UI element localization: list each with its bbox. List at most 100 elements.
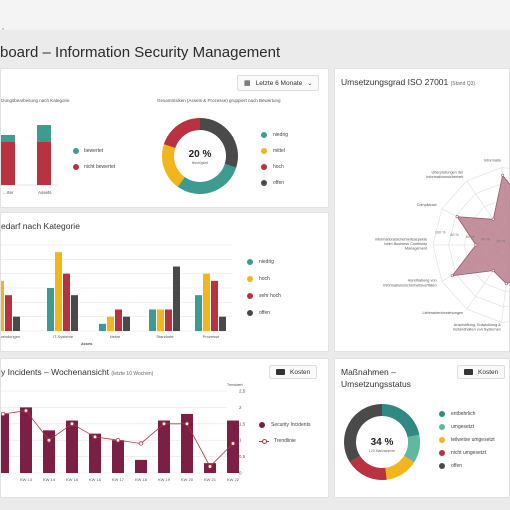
radar-point [450,274,454,278]
incident-bar [135,459,147,473]
legend-swatch [73,148,79,154]
incident-bar [20,407,32,473]
donut-center-value: 34 % [371,437,394,448]
x-tick: KW 14 [43,477,56,482]
legend-swatch [261,132,267,138]
legend-swatch [247,258,253,265]
radar-point [455,215,459,219]
legend-swatch [261,164,267,170]
radar-axis-label: Informationssicherheit [426,175,464,179]
bar [173,266,180,331]
incidents-chart: 2,5 2 1,5 1 0,5 0 KW 13 KW 14 KW 15 KW 16 KW 17 KW… [1,383,246,482]
bar [157,309,164,331]
costs-label: Kosten [290,368,311,376]
card-title-note: (letzte 10 Wochen) [111,371,154,377]
x-tick: KW 20 [181,477,194,482]
bar-unrated-2 [37,142,51,185]
legend-label: umgesetzt [451,423,475,430]
x-tick: Netze [110,334,121,339]
legend-label: Security Incidents [271,422,311,428]
legend: entbehrlich umgesetzt teilweise umgesetz… [439,407,495,472]
incident-bar [112,440,124,473]
trend-point [46,438,52,443]
x-tick: KW 17 [112,477,125,482]
radar-axis-label: Informationssicherheitsvorfällen [383,283,436,287]
card-title-line2: Umsetzungsstatus [341,379,411,389]
legend-label: offen [273,180,285,186]
radar-point [504,282,508,286]
incident-bar [43,430,55,473]
bar-rated-2 [37,125,51,142]
legend-label: offen [259,309,271,316]
radar-tick: 20 % [497,240,506,244]
donut-slice [403,434,420,463]
x-tick-2: Assets [38,190,52,195]
radar-axis-label: beim Business Continuity [384,242,427,246]
massnahmen-donut: 34 % 123 Maßnahmen [344,404,420,480]
legend-swatch [259,422,265,428]
bar [1,280,4,331]
card-title-text: Umsetzungsgrad ISO 27001 [341,77,449,87]
donut-center-sub: 123 Maßnahmen [369,449,396,453]
bar-unrated-1 [1,142,15,185]
bar [5,295,12,331]
trend-point [184,421,190,426]
status-bar-chart: ...rter Assets [1,125,57,195]
radar-axis-label: Compliance [417,203,437,207]
legend-label: offen [451,462,463,469]
legend-label: hoch [259,275,270,282]
bar [99,323,106,331]
trend-point [115,438,121,443]
trend-point [92,434,98,440]
costs-button[interactable]: Kosten [457,365,506,379]
radar-axis-label: Informationssicherheitsaspekte [375,237,427,241]
card-title-line1: Maßnahmen – [341,367,396,377]
iso-radar-chart: 100 % 80 % 60 % 40 % 20 % Informatio Überprüf… [375,159,510,332]
legend-swatch [247,292,253,299]
legend-line-swatch [259,438,269,444]
costs-button[interactable]: Kosten [269,365,318,379]
radar-point [491,217,495,221]
legend-swatch [439,423,445,430]
x-tick: KW 19 [158,477,171,482]
bar [115,309,122,331]
x-tick: Standorte [156,334,174,339]
radar-axis-label: Handhabung von [408,279,437,283]
x-tick: Prozesse [203,334,220,339]
bar [195,295,202,331]
massnahmen-card: Maßnahmen – Umsetzungsstatus Kosten 34 %… [334,358,510,498]
legend: Security Incidents Trendlinie [259,417,310,449]
incident-bar [158,420,170,473]
incident-bar [227,420,239,473]
x-tick-1: ...rter [3,190,14,195]
x-tick: KW 18 [135,477,148,482]
y-tick: 2,5 [239,389,246,394]
legend-label: bewertet [84,148,104,154]
date-range-select[interactable]: ▦ Letzte 6 Monate ⌄ [237,75,320,91]
bar [211,280,218,331]
x-tick: ...sanwendungen [1,334,20,339]
trend-point [138,441,144,446]
legend-swatch [261,148,267,154]
incident-bar [1,413,9,473]
bar-rated-1 [1,135,15,142]
legend-label: hoch [273,164,284,170]
chevron-down-icon: ⌄ [307,80,313,87]
bar [55,252,62,331]
radar-ring [448,182,510,308]
axis-right-title: Trendwert [227,383,243,387]
card-title-note: (Stand Q3) [450,81,476,87]
iso-card: Umsetzungsgrad ISO 27001 (Stand Q3) 100 … [334,68,510,352]
donut-slice [344,404,382,463]
legend-swatch [439,449,445,456]
donut-center-sub: Niedrigkeit [192,161,209,165]
incidents-card: y Incidents – Wochenansicht (letzte 10 W… [0,358,329,498]
bar [13,316,20,331]
legend-swatch [439,462,445,469]
money-icon [276,369,285,375]
breadcrumb[interactable]: e [2,26,5,31]
x-tick: KW 15 [66,477,79,482]
donut-slice [382,404,420,438]
x-tick: KW 21 [204,477,217,482]
y-tick: 0 [239,471,242,476]
